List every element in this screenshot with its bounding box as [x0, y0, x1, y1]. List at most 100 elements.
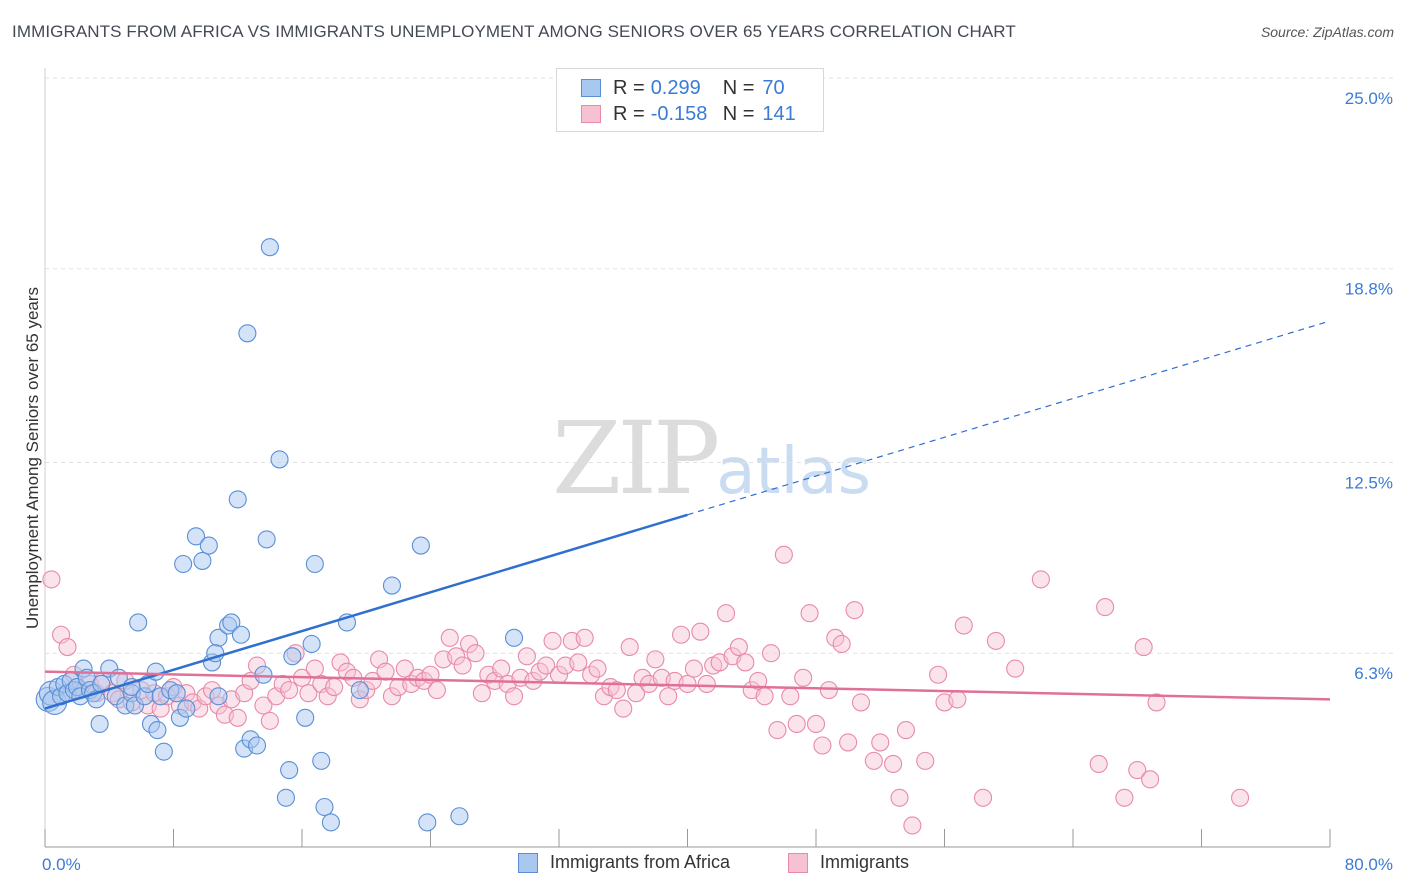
data-point-immigrants [819, 681, 838, 700]
data-point-immigrants [620, 638, 639, 657]
data-point-immigrants [504, 687, 524, 706]
data-point-africa [238, 324, 257, 343]
data-point-africa [260, 238, 279, 257]
legend-n-value: 141 [762, 102, 796, 125]
data-point-africa [315, 797, 334, 817]
data-point-immigrants [832, 634, 851, 654]
data-point-immigrants [325, 677, 344, 697]
series-africa-points [35, 238, 524, 832]
data-point-immigrants [318, 687, 337, 706]
trend-lines [44, 320, 1331, 710]
data-point-africa [247, 736, 267, 755]
data-point-immigrants [1134, 638, 1153, 657]
data-point-africa [90, 714, 109, 734]
data-point-immigrants [845, 601, 864, 620]
legend-item-immigrants[interactable]: Immigrants [788, 852, 909, 873]
data-point-africa [228, 490, 247, 509]
data-point-immigrants [363, 671, 382, 690]
legend-swatch-immigrants [581, 105, 601, 123]
x-tick-label: 80.0% [1345, 855, 1393, 874]
data-point-immigrants [896, 721, 916, 740]
grid-lines [45, 77, 1395, 654]
data-point-immigrants [884, 754, 903, 773]
data-point-africa [350, 681, 369, 700]
data-point-africa [276, 788, 295, 807]
data-point-africa [209, 687, 228, 706]
data-point-immigrants [1231, 788, 1250, 807]
data-point-africa [321, 813, 340, 832]
y-tick-label: 18.8% [1345, 280, 1393, 299]
data-point-immigrants [986, 631, 1005, 650]
legend-item-africa[interactable]: Immigrants from Africa [518, 852, 730, 873]
data-point-immigrants [376, 662, 395, 681]
data-point-immigrants [774, 545, 793, 564]
legend-swatch-africa [518, 852, 538, 873]
data-point-immigrants [614, 699, 633, 718]
data-point-immigrants [871, 733, 890, 752]
data-point-immigrants [736, 653, 755, 672]
data-point-immigrants [280, 681, 299, 700]
data-point-africa [174, 554, 193, 574]
data-point-immigrants [684, 659, 703, 678]
legend-swatch-africa [581, 79, 601, 97]
axes [44, 68, 1331, 848]
legend-r-value: 0.299 [650, 76, 701, 99]
y-tick-label: 6.3% [1354, 664, 1393, 683]
data-point-immigrants [806, 714, 826, 734]
data-point-immigrants [1115, 788, 1134, 807]
y-axis-label: Unemployment Among Seniors over 65 years [23, 287, 42, 629]
y-tick-label: 12.5% [1345, 474, 1393, 493]
data-point-africa [302, 634, 321, 654]
data-point-immigrants [517, 647, 536, 666]
watermark: ZIPatlas [552, 400, 871, 517]
data-point-immigrants [1147, 693, 1166, 712]
data-point-immigrants [299, 684, 318, 703]
data-point-immigrants [1141, 770, 1160, 789]
data-point-immigrants [1096, 598, 1115, 617]
data-point-africa [418, 813, 437, 832]
data-point-immigrants [447, 647, 466, 666]
data-point-immigrants [903, 816, 922, 835]
data-point-immigrants [1031, 570, 1050, 589]
legend-r-value: -0.158 [650, 102, 708, 125]
trend-line-africa-projection [687, 320, 1331, 516]
data-point-africa [231, 625, 251, 644]
data-point-immigrants [761, 644, 781, 663]
data-point-immigrants [954, 616, 973, 635]
data-point-africa [199, 536, 218, 555]
data-point-immigrants [1089, 754, 1108, 773]
data-point-immigrants [929, 665, 948, 684]
data-point-immigrants [659, 687, 678, 706]
data-point-africa [257, 530, 276, 549]
data-point-immigrants [453, 656, 472, 675]
legend-r-label: R = [613, 76, 645, 99]
data-point-immigrants [716, 604, 736, 623]
data-point-immigrants [575, 628, 594, 647]
legend-row-immigrants: R = -0.158 N = 141 [581, 102, 796, 126]
data-point-immigrants [781, 687, 800, 706]
legend-label-africa: Immigrants from Africa [550, 852, 731, 872]
data-point-africa [148, 721, 167, 740]
data-point-immigrants [331, 653, 350, 672]
data-point-immigrants [569, 653, 588, 672]
data-point-immigrants [755, 687, 774, 706]
data-point-africa [186, 527, 206, 546]
data-point-africa [305, 554, 324, 574]
x-tick-labels: 0.0% 80.0% [42, 855, 1393, 874]
data-point-immigrants [607, 681, 626, 700]
data-point-immigrants [768, 721, 787, 740]
data-point-immigrants [537, 656, 556, 675]
y-tick-label: 25.0% [1345, 89, 1393, 108]
data-point-immigrants [672, 625, 691, 644]
legend-r-label: R = [613, 102, 645, 125]
data-point-africa [283, 647, 302, 666]
correlation-legend: R = 0.299 N = 70 R = -0.158 N = 141 [556, 68, 824, 132]
data-point-immigrants [228, 708, 247, 727]
chart-title: IMMIGRANTS FROM AFRICA VS IMMIGRANTS UNE… [12, 22, 1016, 41]
legend-label-immigrants: Immigrants [820, 852, 910, 872]
data-point-africa [154, 742, 173, 761]
data-point-immigrants [260, 711, 279, 730]
data-point-immigrants [466, 644, 485, 663]
series-legend: Immigrants from Africa Immigrants [0, 852, 1406, 878]
